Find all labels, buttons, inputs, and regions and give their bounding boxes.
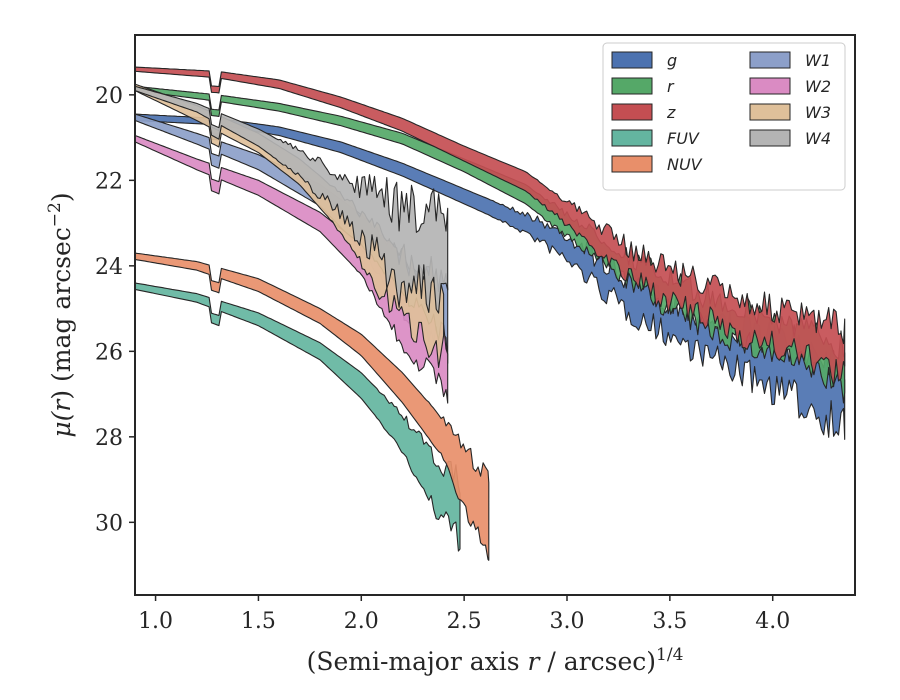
legend-swatch-g xyxy=(611,51,653,69)
y-axis-label: μ(r) (mag arcsec−2) xyxy=(45,192,76,437)
legend-label-w1: W1 xyxy=(805,51,831,70)
legend-label-w2: W2 xyxy=(805,77,831,96)
band-layer xyxy=(134,66,846,561)
legend-label-w3: W3 xyxy=(805,103,831,122)
y-tick-label: 22 xyxy=(95,169,123,194)
band-w4 xyxy=(134,85,449,314)
band-w2 xyxy=(134,134,449,404)
legend: grz FUV NUV W1 W2 W3 W4 xyxy=(602,42,846,191)
legend-swatch-r xyxy=(611,77,653,95)
band-nuv xyxy=(134,252,490,561)
band-r xyxy=(134,85,846,404)
y-tick-label: 26 xyxy=(95,340,123,365)
legend-swatch-w1 xyxy=(749,51,791,69)
y-axis: 20 22 24 26 28 30 xyxy=(95,84,135,536)
y-tick-label: 30 xyxy=(95,511,123,536)
x-tick-label: 3.0 xyxy=(550,609,585,634)
legend-label-z: z xyxy=(666,103,676,122)
plot-frame xyxy=(134,34,856,596)
legend-swatch-w2 xyxy=(749,77,791,95)
band-z xyxy=(134,66,846,388)
x-tick-label: 1.0 xyxy=(138,609,173,634)
band-g xyxy=(134,113,846,440)
legend-swatch-fuv xyxy=(611,129,653,147)
y-tick-label: 20 xyxy=(95,84,123,109)
legend-swatch-nuv xyxy=(611,155,653,173)
legend-label-nuv: NUV xyxy=(667,155,703,174)
legend-label-w4: W4 xyxy=(805,129,831,148)
legend-label-fuv: FUV xyxy=(667,129,700,148)
x-tick-label: 2.0 xyxy=(344,609,379,634)
legend-swatch-w3 xyxy=(749,103,791,121)
x-tick-label: 2.5 xyxy=(447,609,482,634)
y-tick-label: 28 xyxy=(95,426,123,451)
legend-label-g: g xyxy=(667,51,677,70)
x-tick-label: 3.5 xyxy=(652,609,687,634)
x-axis-label: (Semi-major axis r / arcsec)1/4 xyxy=(307,645,684,676)
y-tick-label: 24 xyxy=(95,255,123,280)
x-tick-label: 1.5 xyxy=(241,609,276,634)
x-tick-label: 4.0 xyxy=(755,609,790,634)
legend-label-r: r xyxy=(667,77,675,96)
band-fuv xyxy=(134,282,461,552)
x-axis: 1.0 1.5 2.0 2.5 3.0 3.5 4.0 xyxy=(138,595,790,634)
legend-swatch-w4 xyxy=(749,129,791,147)
legend-swatch-z xyxy=(611,103,653,121)
